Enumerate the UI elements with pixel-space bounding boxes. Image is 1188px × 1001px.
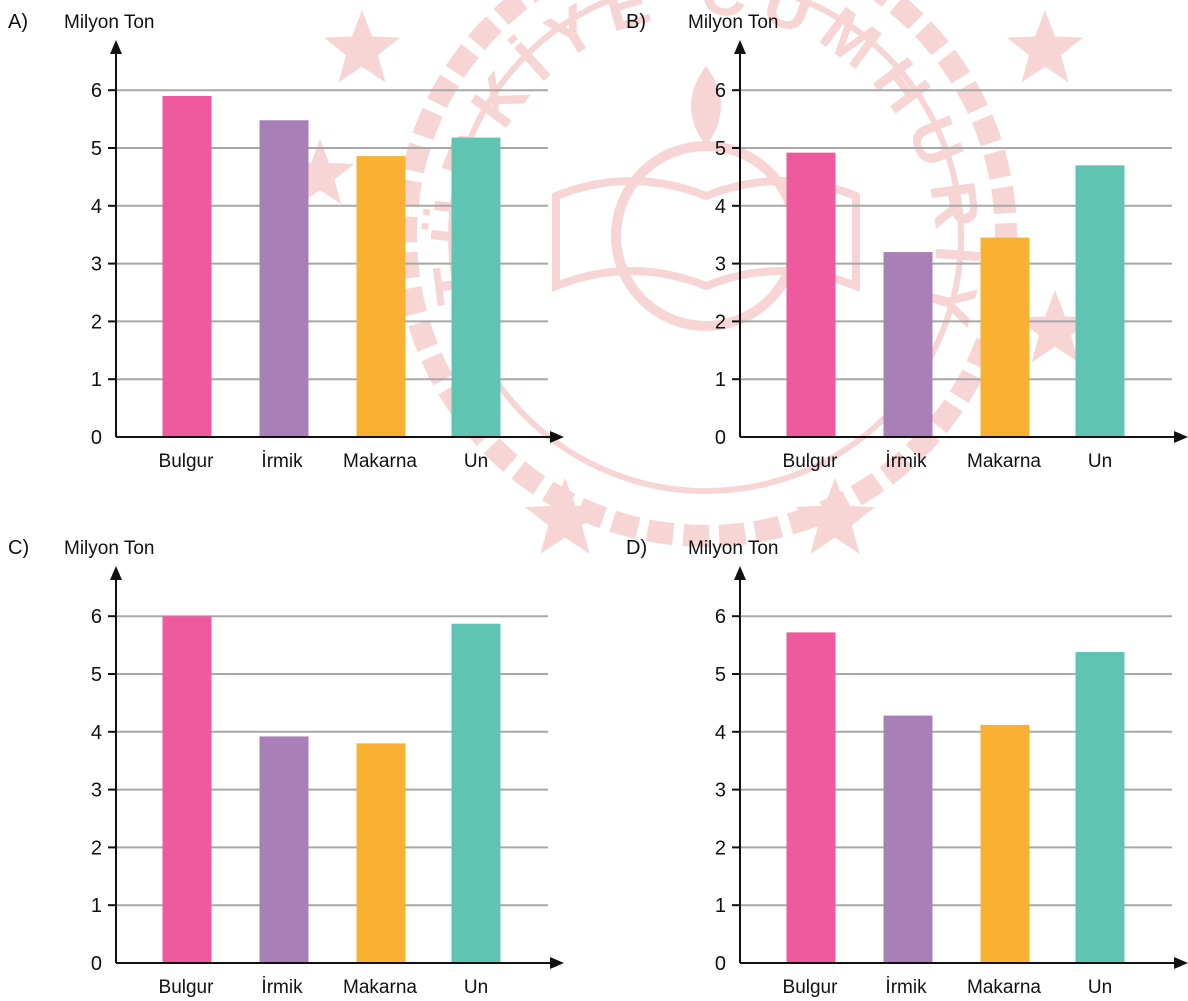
x-tick-label: Bulgur — [159, 451, 215, 472]
y-axis-arrow-icon — [110, 40, 122, 54]
x-tick-label: Un — [464, 451, 488, 472]
x-tick-label: İrmik — [261, 451, 303, 472]
y-axis-title: Milyon Ton — [64, 538, 154, 559]
seal-star-icon — [525, 478, 605, 554]
x-tick-label: Makarna — [343, 977, 417, 998]
y-tick-label: 0 — [91, 427, 102, 449]
bar-bulgur — [162, 616, 212, 963]
bar-makarna — [980, 237, 1030, 437]
seal-star-icon — [324, 10, 400, 83]
y-axis-arrow-icon — [734, 40, 746, 54]
x-tick-label: Makarna — [967, 977, 1041, 998]
y-tick-label: 6 — [91, 606, 102, 628]
bar-makarna — [356, 156, 406, 438]
y-tick-label: 4 — [91, 722, 102, 744]
y-tick-label: 4 — [715, 722, 726, 744]
x-tick-label: Makarna — [343, 451, 417, 472]
y-tick-label: 2 — [91, 837, 102, 859]
y-tick-label: 0 — [715, 427, 726, 449]
seal-inner-ring — [448, 0, 964, 494]
x-tick-label: Un — [1088, 451, 1112, 472]
y-tick-label: 6 — [715, 606, 726, 628]
y-axis-arrow-icon — [110, 566, 122, 580]
bar-un — [451, 137, 501, 437]
x-tick-label: Un — [1088, 977, 1112, 998]
y-tick-label: 6 — [715, 80, 726, 102]
y-tick-label: 2 — [91, 311, 102, 333]
x-tick-label: İrmik — [261, 977, 303, 998]
y-tick-label: 0 — [715, 953, 726, 975]
x-tick-label: Bulgur — [783, 977, 839, 998]
bar-i̇rmik — [883, 252, 933, 437]
chart-panel-b: B) Milyon Ton 0 1 2 3 4 5 6 Bulgur İrmik Makarna Un — [626, 11, 1188, 472]
y-tick-label: 2 — [715, 311, 726, 333]
y-tick-label: 1 — [91, 369, 102, 391]
seal-star-icon — [1007, 10, 1083, 83]
seal-center-ring — [611, 141, 801, 331]
panel-label: D) — [626, 537, 647, 559]
y-tick-label: 3 — [91, 780, 102, 802]
y-tick-label: 5 — [715, 138, 726, 160]
y-tick-label: 1 — [91, 895, 102, 917]
y-tick-label: 1 — [715, 369, 726, 391]
y-axis-title: Milyon Ton — [688, 538, 778, 559]
y-tick-label: 4 — [715, 196, 726, 218]
x-tick-label: İrmik — [885, 451, 927, 472]
y-tick-label: 4 — [91, 196, 102, 218]
panel-label: C) — [8, 537, 29, 559]
x-axis-arrow-icon — [1174, 957, 1188, 969]
chart-panel-d: D) Milyon Ton 0 1 2 3 4 5 6 Bulgur İrmik Makarna Un — [626, 537, 1188, 998]
bar-i̇rmik — [259, 120, 309, 438]
x-tick-label: İrmik — [885, 977, 927, 998]
y-tick-label: 0 — [91, 953, 102, 975]
y-tick-label: 2 — [715, 837, 726, 859]
panel-label: A) — [8, 11, 28, 33]
seal-star-icon — [1017, 290, 1093, 363]
bar-makarna — [356, 743, 406, 963]
bar-un — [451, 623, 501, 963]
bar-bulgur — [786, 632, 836, 963]
seal-star-icon — [795, 478, 875, 554]
x-tick-label: Makarna — [967, 451, 1041, 472]
y-tick-label: 1 — [715, 895, 726, 917]
y-tick-label: 5 — [715, 664, 726, 686]
panel-label: B) — [626, 11, 646, 33]
y-tick-label: 3 — [91, 254, 102, 276]
seal-rope-ring — [395, 0, 1017, 547]
x-axis-arrow-icon — [550, 957, 564, 969]
bar-bulgur — [786, 152, 836, 437]
y-tick-label: 3 — [715, 780, 726, 802]
y-axis-title: Milyon Ton — [688, 12, 778, 33]
bar-bulgur — [162, 95, 212, 437]
seal-torch-flame-icon — [691, 66, 721, 146]
bar-un — [1075, 165, 1125, 437]
y-tick-label: 6 — [91, 80, 102, 102]
y-tick-label: 5 — [91, 664, 102, 686]
bar-i̇rmik — [883, 715, 933, 963]
x-tick-label: Bulgur — [783, 451, 839, 472]
bar-makarna — [980, 724, 1030, 963]
seal-star-icon — [285, 139, 355, 205]
seal-book-icon — [552, 177, 860, 292]
y-axis-arrow-icon — [734, 566, 746, 580]
y-tick-label: 5 — [91, 138, 102, 160]
bar-un — [1075, 652, 1125, 963]
y-axis-title: Milyon Ton — [64, 12, 154, 33]
x-tick-label: Un — [464, 977, 488, 998]
bar-i̇rmik — [259, 736, 309, 963]
x-axis-arrow-icon — [1174, 431, 1188, 443]
x-axis-arrow-icon — [550, 431, 564, 443]
x-tick-label: Bulgur — [159, 977, 215, 998]
chart-panel-c: C) Milyon Ton 0 1 2 3 4 5 6 Bulgur İrmik Makarna Un — [8, 537, 564, 998]
chart-panel-a: A) Milyon Ton 0 1 2 3 4 5 6 Bulgur İrmik Makarna Un — [8, 11, 564, 472]
y-tick-label: 3 — [715, 254, 726, 276]
